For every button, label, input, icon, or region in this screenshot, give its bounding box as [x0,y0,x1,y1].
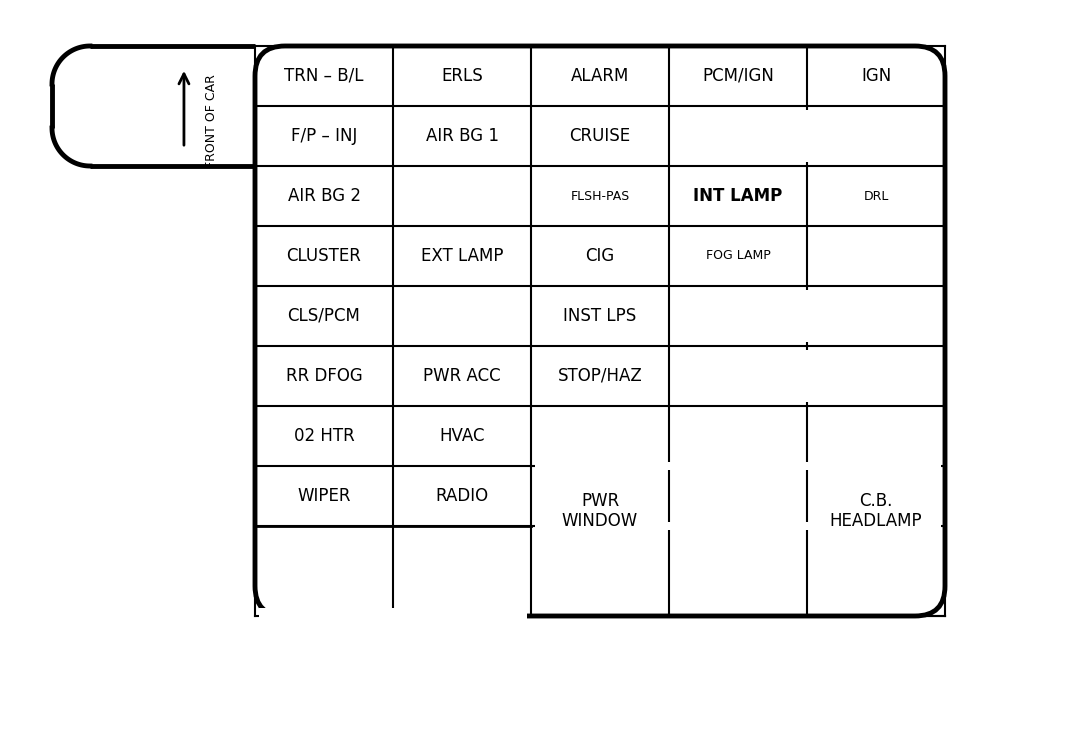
Text: HVAC: HVAC [439,427,485,445]
Text: STOP/HAZ: STOP/HAZ [557,367,642,385]
Text: CLUSTER: CLUSTER [286,247,362,265]
Text: CIG: CIG [585,247,614,265]
Bar [259,608,527,624]
Text: FOG LAMP: FOG LAMP [706,250,770,262]
Text: FRONT OF CAR: FRONT OF CAR [206,74,218,168]
Bar [535,462,942,470]
Text: AIR BG 2: AIR BG 2 [287,187,360,205]
Text: CLS/PCM: CLS/PCM [287,307,360,325]
Text: RADIO: RADIO [436,487,489,505]
Text: TRN – B/L: TRN – B/L [284,67,364,85]
Bar [803,290,811,342]
Text: INT LAMP: INT LAMP [693,187,782,205]
FancyBboxPatch shape [255,46,945,616]
Text: F/P – INJ: F/P – INJ [291,127,357,145]
Text: IGN: IGN [861,67,891,85]
Text: PCM/IGN: PCM/IGN [702,67,774,85]
Text: PWR
WINDOW: PWR WINDOW [562,491,638,531]
Text: WIPER: WIPER [297,487,351,505]
Text: FLSH-PAS: FLSH-PAS [570,190,629,202]
Text: EXT LAMP: EXT LAMP [421,247,504,265]
Bar [535,522,942,530]
Bar [803,110,811,162]
Text: C.B.
HEADLAMP: C.B. HEADLAMP [830,491,922,531]
Bar [803,350,811,402]
Text: CRUISE: CRUISE [569,127,631,145]
Text: DRL: DRL [863,190,889,202]
Text: INST LPS: INST LPS [564,307,637,325]
Text: PWR ACC: PWR ACC [423,367,500,385]
Text: ALARM: ALARM [570,67,629,85]
Text: AIR BG 1: AIR BG 1 [425,127,498,145]
Text: RR DFOG: RR DFOG [285,367,363,385]
Text: ERLS: ERLS [441,67,483,85]
Text: 02 HTR: 02 HTR [294,427,354,445]
